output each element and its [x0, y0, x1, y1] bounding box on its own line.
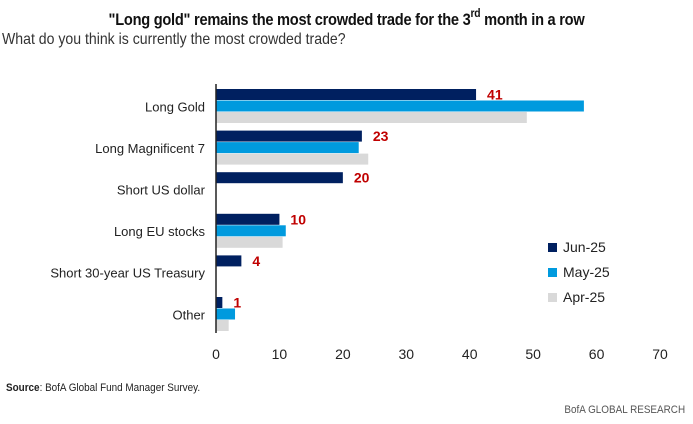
- bar-apr-25: [216, 153, 369, 165]
- title-text: "Long gold" remains the most crowded tra…: [108, 10, 471, 29]
- bar-apr-25: [216, 236, 283, 248]
- x-tick-label: 30: [398, 346, 414, 362]
- source-note: Source: BofA Global Fund Manager Survey.: [6, 382, 200, 394]
- data-label: 1: [233, 295, 241, 311]
- x-tick-label: 50: [525, 346, 541, 362]
- x-tick-label: 0: [212, 346, 220, 362]
- bar-may-25: [216, 225, 286, 237]
- bar-jun-25: [216, 213, 280, 225]
- brand-label: BofA GLOBAL RESEARCH: [564, 404, 685, 416]
- legend-swatch-apr-25: [548, 293, 557, 302]
- category-label: Long Magnificent 7: [95, 141, 205, 156]
- x-tick-label: 10: [272, 346, 288, 362]
- x-tick-label: 20: [335, 346, 351, 362]
- bar-jun-25: [216, 130, 362, 142]
- data-label: 20: [354, 170, 370, 186]
- legend-swatch-jun-25: [548, 243, 557, 252]
- title-text-end: month in a row: [480, 10, 585, 29]
- category-label: Other: [172, 307, 205, 322]
- x-tick-label: 40: [462, 346, 478, 362]
- data-label: 23: [373, 128, 389, 144]
- bar-may-25: [216, 100, 584, 112]
- chart-subtitle: What do you think is currently the most …: [2, 31, 346, 48]
- category-label: Long EU stocks: [114, 224, 206, 239]
- category-label: Long Gold: [145, 99, 205, 114]
- data-label: 4: [252, 253, 260, 269]
- chart-title: "Long gold" remains the most crowded tra…: [49, 6, 645, 30]
- bar-may-25: [216, 142, 359, 154]
- bar-jun-25: [216, 89, 477, 100]
- bar-may-25: [216, 308, 236, 320]
- x-tick-label: 70: [652, 346, 668, 362]
- legend-label: Apr-25: [563, 289, 605, 305]
- legend-label: Jun-25: [563, 239, 606, 255]
- x-tick-label: 60: [589, 346, 605, 362]
- data-label: 41: [487, 87, 503, 103]
- bar-jun-25: [216, 172, 343, 184]
- legend-swatch-may-25: [548, 268, 557, 277]
- source-label: Source: [6, 382, 40, 394]
- category-label: Short 30-year US Treasury: [50, 266, 205, 281]
- title-superscript: rd: [470, 6, 481, 20]
- source-text: : BofA Global Fund Manager Survey.: [39, 382, 201, 394]
- bar-apr-25: [216, 112, 527, 123]
- bar-apr-25: [216, 320, 229, 331]
- legend-label: May-25: [563, 264, 610, 280]
- bar-jun-25: [216, 255, 242, 267]
- data-label: 10: [290, 211, 306, 227]
- bar-jun-25: [216, 297, 223, 308]
- category-label: Short US dollar: [117, 182, 206, 197]
